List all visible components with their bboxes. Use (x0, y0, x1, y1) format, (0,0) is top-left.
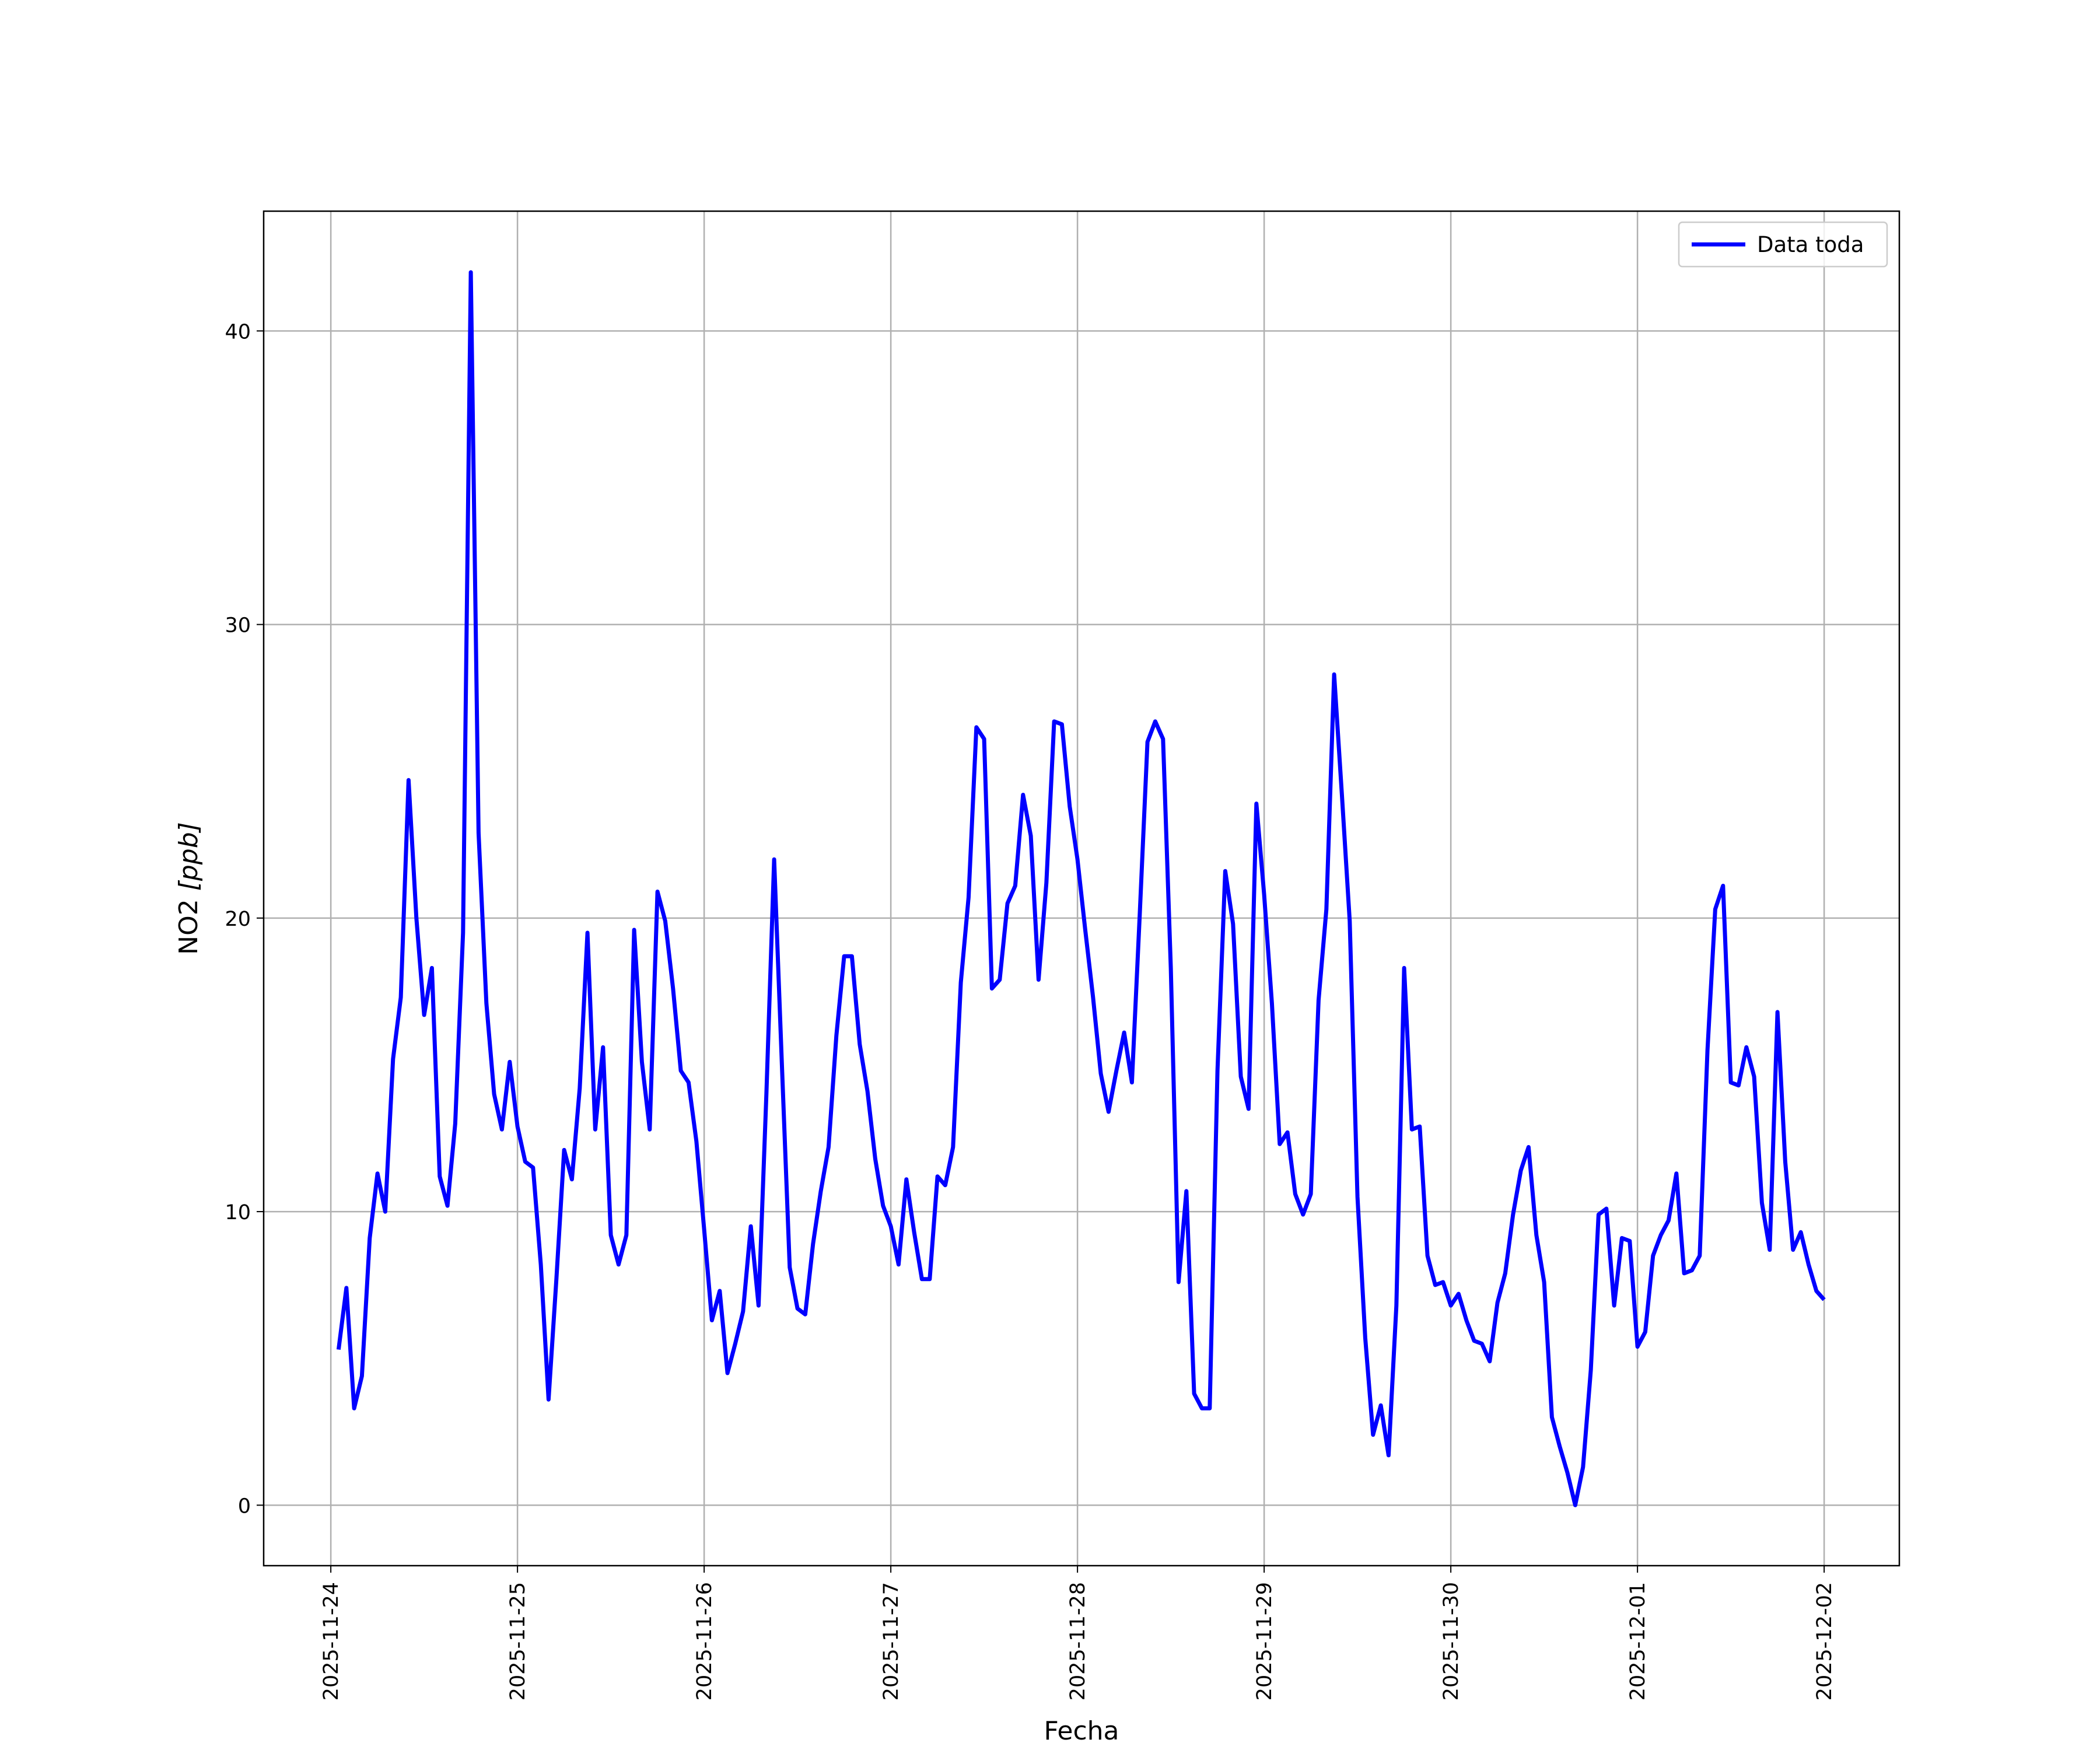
x-tick-label: 2025-11-25 (506, 1582, 530, 1700)
y-tick-label: 10 (225, 1201, 251, 1224)
x-tick-label: 2025-11-29 (1253, 1582, 1276, 1700)
y-axis-label-unit: [ppb] (174, 822, 204, 891)
series-layer (336, 270, 1826, 1507)
series-line (336, 270, 1826, 1507)
legend-label: Data toda (1757, 232, 1864, 257)
y-tick-label: 20 (225, 908, 251, 931)
legend: Data toda (1678, 221, 1888, 268)
y-tick-label: 30 (225, 614, 251, 638)
x-tick-label: 2025-11-26 (693, 1582, 716, 1700)
x-tick-label: 2025-12-01 (1626, 1582, 1650, 1700)
y-axis: 0 10 20 30 40 (225, 320, 264, 1518)
axes-frame (262, 210, 1901, 1567)
x-tick-label: 2025-11-30 (1440, 1582, 1463, 1700)
legend-box (1678, 221, 1888, 268)
x-tick-label: 2025-11-27 (880, 1582, 903, 1700)
x-tick-label: 2025-12-02 (1813, 1582, 1836, 1700)
x-axis: 2025-11-24 2025-11-25 2025-11-26 2025-11-27… (320, 1566, 1836, 1700)
x-axis-label: Fecha (1044, 1716, 1119, 1746)
y-tick-label: 0 (238, 1494, 251, 1518)
x-tick-label: 2025-11-28 (1066, 1582, 1090, 1700)
y-tick-label: 40 (225, 320, 251, 344)
x-tick-label: 2025-11-24 (320, 1582, 343, 1700)
y-axis-label: NO2 [ppb] (174, 822, 204, 955)
y-axis-label-main: NO2 (174, 891, 204, 955)
